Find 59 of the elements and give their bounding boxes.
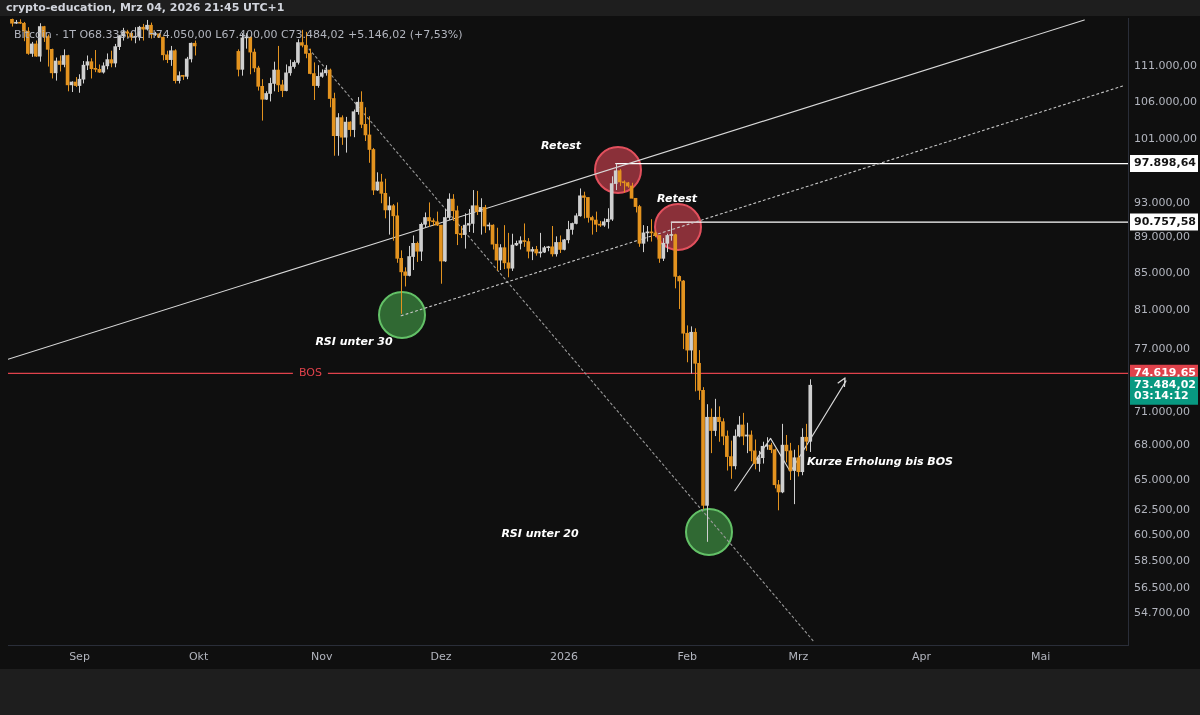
y-tick-label: 85.000,00 [1134, 265, 1190, 279]
candlestick [470, 189, 475, 234]
candlestick [593, 211, 598, 233]
candlestick [284, 63, 288, 92]
y-tick-label: 81.000,00 [1134, 302, 1190, 316]
x-tick-label: Mrz [788, 650, 809, 664]
x-tick-label: Okt [188, 650, 209, 664]
candlestick [586, 196, 590, 224]
candlestick [383, 178, 388, 219]
data-label: 97.898,64 [1134, 156, 1197, 170]
annotation: RSI unter 30 [315, 334, 393, 348]
y-tick-label: 89.000,00 [1134, 230, 1190, 244]
y-tick-label: 71.000,00 [1134, 404, 1190, 418]
chart-title: crypto-education, Mrz 04, 2026 21:45 UTC+1 [6, 1, 285, 14]
y-tick-label: 54.700,00 [1134, 606, 1190, 620]
y-tick-label: 68.000,00 [1134, 438, 1190, 451]
candlestick [804, 423, 809, 452]
candlestick [740, 412, 745, 446]
candlestick [713, 398, 717, 437]
candlestick [315, 64, 320, 89]
y-tick-label: 106.000,00 [1134, 95, 1197, 109]
annotation: Kurze Erholung bis BOS [806, 454, 954, 468]
annotation: RSI unter 20 [501, 526, 579, 540]
candlestick [661, 237, 666, 262]
y-tick-label: 65.000,00 [1134, 472, 1190, 486]
candlestick [415, 241, 419, 263]
x-tick-label: Feb [677, 650, 697, 664]
candlestick [506, 232, 511, 278]
data-label: 74.619,65 [1134, 366, 1196, 380]
y-tick-label: 62.500,00 [1134, 503, 1190, 517]
data-label: 90.757,58 [1134, 214, 1196, 228]
annotation: Retest [541, 138, 582, 152]
candlestick [582, 191, 586, 219]
y-tick-label: 111.000,00 [1134, 59, 1197, 73]
x-tick-label: Sep [69, 650, 90, 664]
y-tick-label: 56.500,00 [1134, 581, 1190, 595]
text: 73.484,02 [1134, 378, 1196, 392]
y-tick-label: 77.000,00 [1134, 341, 1190, 355]
candlestick [407, 245, 411, 277]
x-tick-label: Nov [311, 650, 333, 664]
candlestick [276, 45, 280, 93]
x-tick-label: Apr [911, 650, 932, 664]
candlestick [748, 430, 753, 462]
candlestick [296, 38, 300, 65]
y-tick-label: 58.500,00 [1134, 554, 1190, 568]
candlestick [717, 405, 721, 443]
candlestick [554, 235, 558, 258]
candlestick [387, 196, 392, 236]
x-tick-label: Mai [1030, 650, 1051, 664]
y-tick-label: 93.000,00 [1134, 196, 1190, 210]
x-tick-label: Dez [430, 650, 452, 664]
x-tick-label: 2026 [550, 650, 579, 664]
candlestick [709, 408, 713, 454]
series-label: BOS [298, 366, 322, 380]
annotation: Retest [657, 191, 698, 205]
y-tick-label: 60.500,00 [1134, 528, 1190, 542]
y-tick-label: 101.000,00 [1134, 132, 1197, 146]
text: 03:14:12 [1134, 389, 1189, 403]
candlestick [689, 325, 693, 375]
